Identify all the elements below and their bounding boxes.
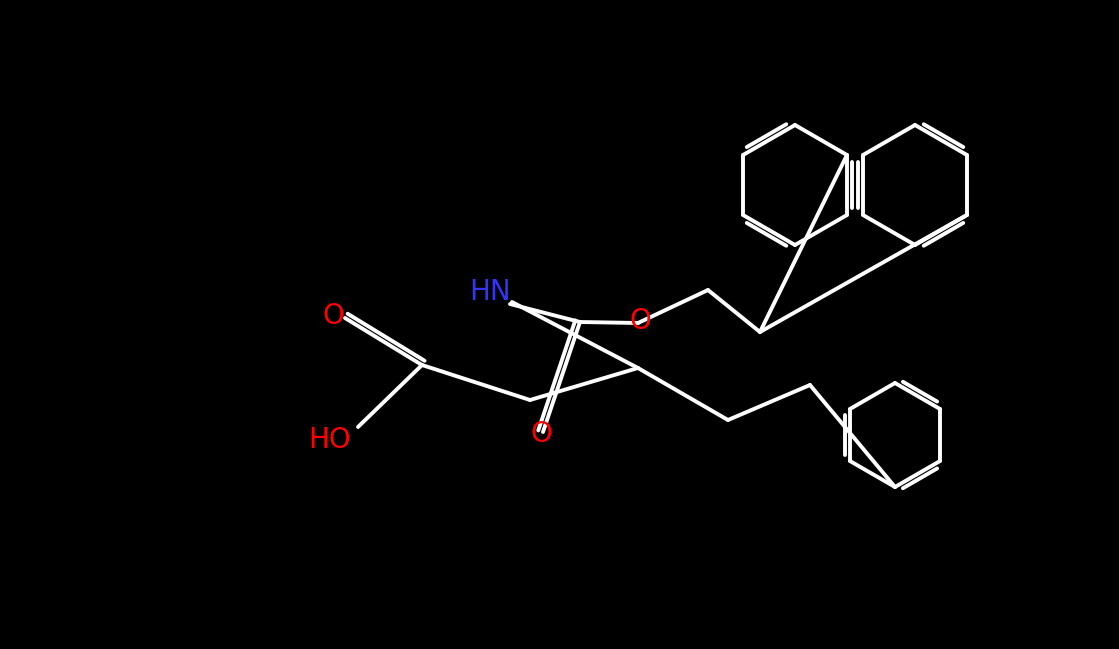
Text: HN: HN	[469, 278, 510, 306]
Text: HO: HO	[309, 426, 351, 454]
Text: O: O	[322, 302, 344, 330]
Text: O: O	[629, 307, 651, 335]
Text: O: O	[530, 420, 552, 448]
